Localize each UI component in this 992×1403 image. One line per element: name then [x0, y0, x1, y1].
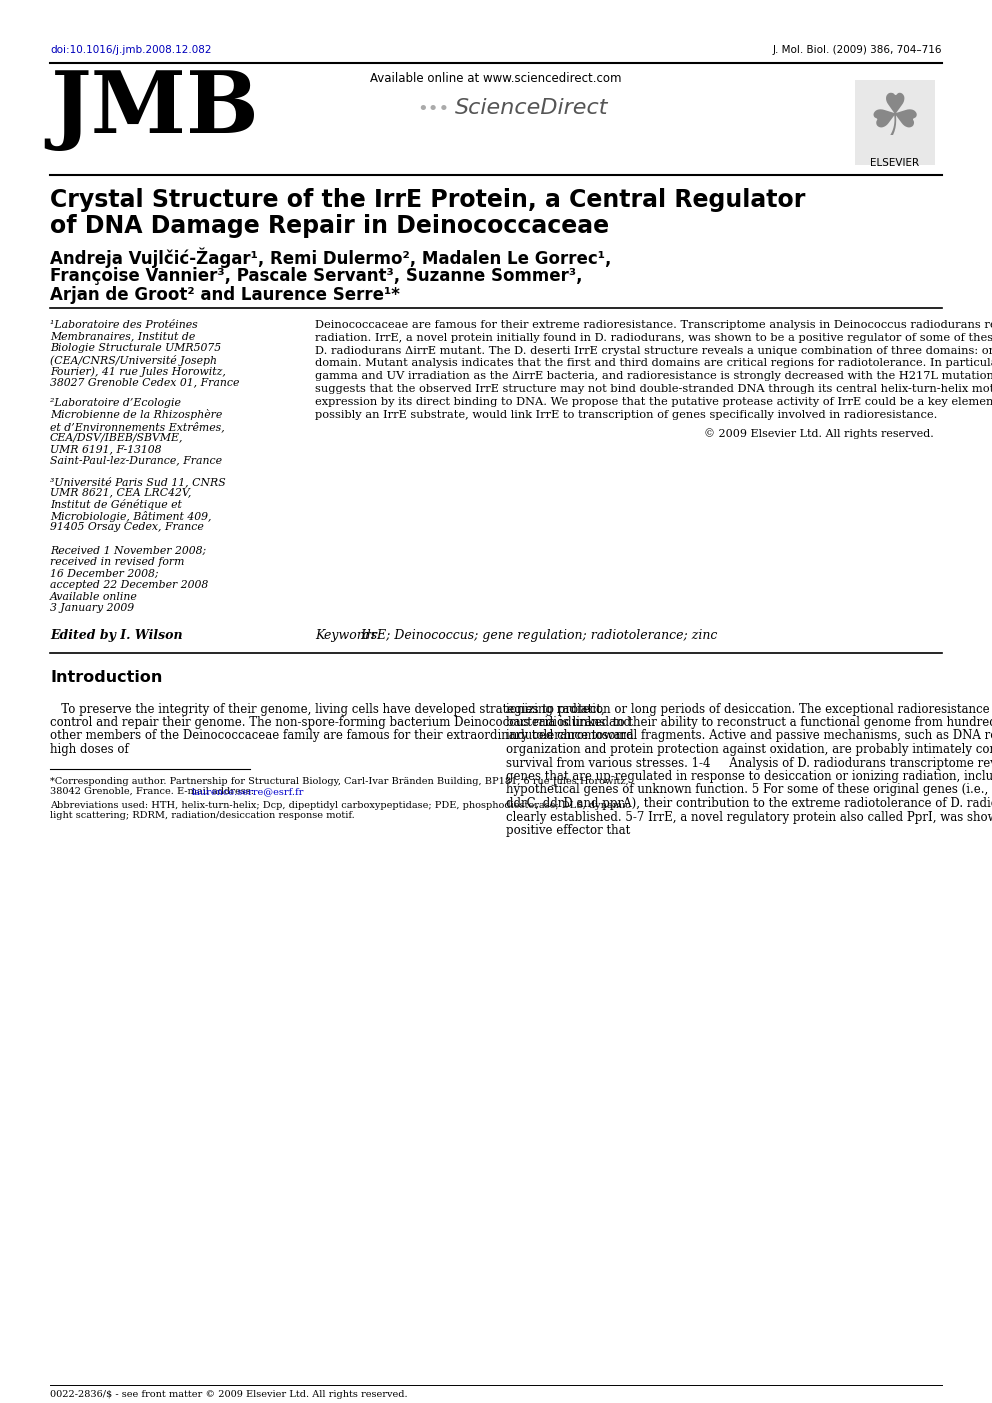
Text: Available online: Available online — [50, 592, 138, 602]
Text: domain. Mutant analysis indicates that the first and third domains are critical : domain. Mutant analysis indicates that t… — [315, 358, 992, 369]
Text: 91405 Orsay Cedex, France: 91405 Orsay Cedex, France — [50, 522, 203, 532]
Text: gamma and UV irradiation as the ΔirrE bacteria, and radioresistance is strongly : gamma and UV irradiation as the ΔirrE ba… — [315, 372, 992, 382]
Text: 16 December 2008;: 16 December 2008; — [50, 568, 159, 578]
Text: Deinococcaceae are famous for their extreme radioresistance. Transcriptome analy: Deinococcaceae are famous for their extr… — [315, 320, 992, 330]
Text: Received 1 November 2008;: Received 1 November 2008; — [50, 546, 206, 556]
Text: IrrE; Deinococcus; gene regulation; radiotolerance; zinc: IrrE; Deinococcus; gene regulation; radi… — [360, 629, 717, 641]
Text: J. Mol. Biol. (2009) 386, 704–716: J. Mol. Biol. (2009) 386, 704–716 — [773, 45, 942, 55]
Text: Institut de Génétique et: Institut de Génétique et — [50, 499, 182, 511]
Text: et d’Environnements Extrêmes,: et d’Environnements Extrêmes, — [50, 421, 225, 432]
Text: Arjan de Groot² and Laurence Serre¹*: Arjan de Groot² and Laurence Serre¹* — [50, 286, 400, 304]
Text: expression by its direct binding to DNA. We propose that the putative protease a: expression by its direct binding to DNA.… — [315, 397, 992, 407]
Text: CEA/DSV/IBEB/SBVME,: CEA/DSV/IBEB/SBVME, — [50, 432, 184, 442]
Text: •••: ••• — [418, 100, 450, 118]
Text: Françoise Vannier³, Pascale Servant³, Suzanne Sommer³,: Françoise Vannier³, Pascale Servant³, Su… — [50, 267, 582, 285]
Text: bacteria is linked to their ability to reconstruct a functional genome from hund: bacteria is linked to their ability to r… — [506, 716, 992, 730]
Text: To preserve the integrity of their genome, living cells have developed strategie: To preserve the integrity of their genom… — [50, 703, 605, 716]
Text: Introduction: Introduction — [50, 671, 163, 686]
Text: survival from various stresses. 1-4     Analysis of D. radiodurans transcriptome: survival from various stresses. 1-4 Anal… — [506, 756, 992, 769]
Text: D. radiodurans ΔirrE mutant. The D. deserti IrrE crystal structure reveals a uni: D. radiodurans ΔirrE mutant. The D. dese… — [315, 345, 992, 355]
Text: clearly established. 5-7 IrrE, a novel regulatory protein also called PprI, was : clearly established. 5-7 IrrE, a novel r… — [506, 811, 992, 824]
Text: 0022-2836/$ - see front matter © 2009 Elsevier Ltd. All rights reserved.: 0022-2836/$ - see front matter © 2009 El… — [50, 1390, 408, 1399]
Text: Available online at www.sciencedirect.com: Available online at www.sciencedirect.co… — [370, 72, 622, 86]
Text: radiation. IrrE, a novel protein initially found in D. radiodurans, was shown to: radiation. IrrE, a novel protein initial… — [315, 333, 992, 342]
Text: possibly an IrrE substrate, would link IrrE to transcription of genes specifical: possibly an IrrE substrate, would link I… — [315, 410, 937, 419]
Text: UMR 6191, F-13108: UMR 6191, F-13108 — [50, 443, 162, 455]
Text: ddrC, ddrD and pprA), their contribution to the extreme radiotolerance of D. rad: ddrC, ddrD and pprA), their contribution… — [506, 797, 992, 810]
Text: accepted 22 December 2008: accepted 22 December 2008 — [50, 579, 208, 591]
Text: light scattering; RDRM, radiation/desiccation response motif.: light scattering; RDRM, radiation/desicc… — [50, 811, 355, 819]
Text: 38042 Grenoble, France. E-mail address:: 38042 Grenoble, France. E-mail address: — [50, 787, 257, 796]
FancyBboxPatch shape — [855, 80, 935, 166]
Text: ¹Laboratoire des Protéines: ¹Laboratoire des Protéines — [50, 320, 197, 330]
Text: Microbienne de la Rhizosphère: Microbienne de la Rhizosphère — [50, 410, 222, 421]
Text: Keywords:: Keywords: — [315, 629, 385, 641]
Text: ScienceDirect: ScienceDirect — [455, 98, 608, 118]
Text: *Corresponding author. Partnership for Structural Biology, Carl-Ivar Bränden Bui: *Corresponding author. Partnership for S… — [50, 776, 629, 786]
Text: ionizing radiation or long periods of desiccation. The exceptional radioresistan: ionizing radiation or long periods of de… — [506, 703, 992, 716]
Text: Crystal Structure of the IrrE Protein, a Central Regulator: Crystal Structure of the IrrE Protein, a… — [50, 188, 806, 212]
Text: Biologie Structurale UMR5075: Biologie Structurale UMR5075 — [50, 342, 221, 354]
Text: doi:10.1016/j.jmb.2008.12.082: doi:10.1016/j.jmb.2008.12.082 — [50, 45, 211, 55]
Text: 3 January 2009: 3 January 2009 — [50, 603, 134, 613]
Text: of DNA Damage Repair in Deinococcaceae: of DNA Damage Repair in Deinococcaceae — [50, 215, 609, 239]
Text: Edited by I. Wilson: Edited by I. Wilson — [50, 629, 183, 641]
Text: ³Université Paris Sud 11, CNRS: ³Université Paris Sud 11, CNRS — [50, 476, 226, 487]
Text: laurence.serre@esrf.fr: laurence.serre@esrf.fr — [192, 787, 305, 796]
Text: Saint-Paul-lez-Durance, France: Saint-Paul-lez-Durance, France — [50, 456, 222, 466]
Text: positive effector that: positive effector that — [506, 824, 630, 838]
Text: hypothetical genes of unknown function. 5 For some of these original genes (i.e.: hypothetical genes of unknown function. … — [506, 783, 992, 797]
Text: received in revised form: received in revised form — [50, 557, 185, 567]
Text: ELSEVIER: ELSEVIER — [870, 159, 920, 168]
Text: Andreja Vujlčić-Žagar¹, Remi Dulermo², Madalen Le Gorrec¹,: Andreja Vujlčić-Žagar¹, Remi Dulermo², M… — [50, 248, 611, 268]
Text: Microbiologie, Bâtiment 409,: Microbiologie, Bâtiment 409, — [50, 511, 211, 522]
Text: other members of the Deinococcaceae family are famous for their extraordinary to: other members of the Deinococcaceae fami… — [50, 730, 634, 742]
Text: (CEA/CNRS/Université Joseph: (CEA/CNRS/Université Joseph — [50, 355, 217, 366]
Text: © 2009 Elsevier Ltd. All rights reserved.: © 2009 Elsevier Ltd. All rights reserved… — [704, 428, 934, 439]
Text: 38027 Grenoble Cedex 01, France: 38027 Grenoble Cedex 01, France — [50, 377, 239, 387]
Text: ²Laboratoire d’Ecologie: ²Laboratoire d’Ecologie — [50, 398, 181, 408]
Text: Fourier), 41 rue Jules Horowitz,: Fourier), 41 rue Jules Horowitz, — [50, 366, 226, 376]
Text: UMR 8621, CEA LRC42V,: UMR 8621, CEA LRC42V, — [50, 487, 191, 498]
Text: high doses of: high doses of — [50, 744, 129, 756]
Text: ☘: ☘ — [869, 90, 922, 147]
Text: suggests that the observed IrrE structure may not bind double-stranded DNA throu: suggests that the observed IrrE structur… — [315, 384, 992, 394]
Text: Membranaires, Institut de: Membranaires, Institut de — [50, 331, 195, 341]
Text: control and repair their genome. The non-spore-forming bacterium Deinococcus rad: control and repair their genome. The non… — [50, 716, 631, 730]
Text: induced chromosomal fragments. Active and passive mechanisms, such as DNA repair: induced chromosomal fragments. Active an… — [506, 730, 992, 742]
Text: Abbreviations used: HTH, helix-turn-helix; Dcp, dipeptidyl carboxypeptidase; PDE: Abbreviations used: HTH, helix-turn-heli… — [50, 801, 631, 810]
Text: organization and protein protection against oxidation, are probably intimately c: organization and protein protection agai… — [506, 744, 992, 756]
Text: genes that are up-regulated in response to desiccation or ionizing radiation, in: genes that are up-regulated in response … — [506, 770, 992, 783]
Text: JMB: JMB — [50, 67, 259, 152]
